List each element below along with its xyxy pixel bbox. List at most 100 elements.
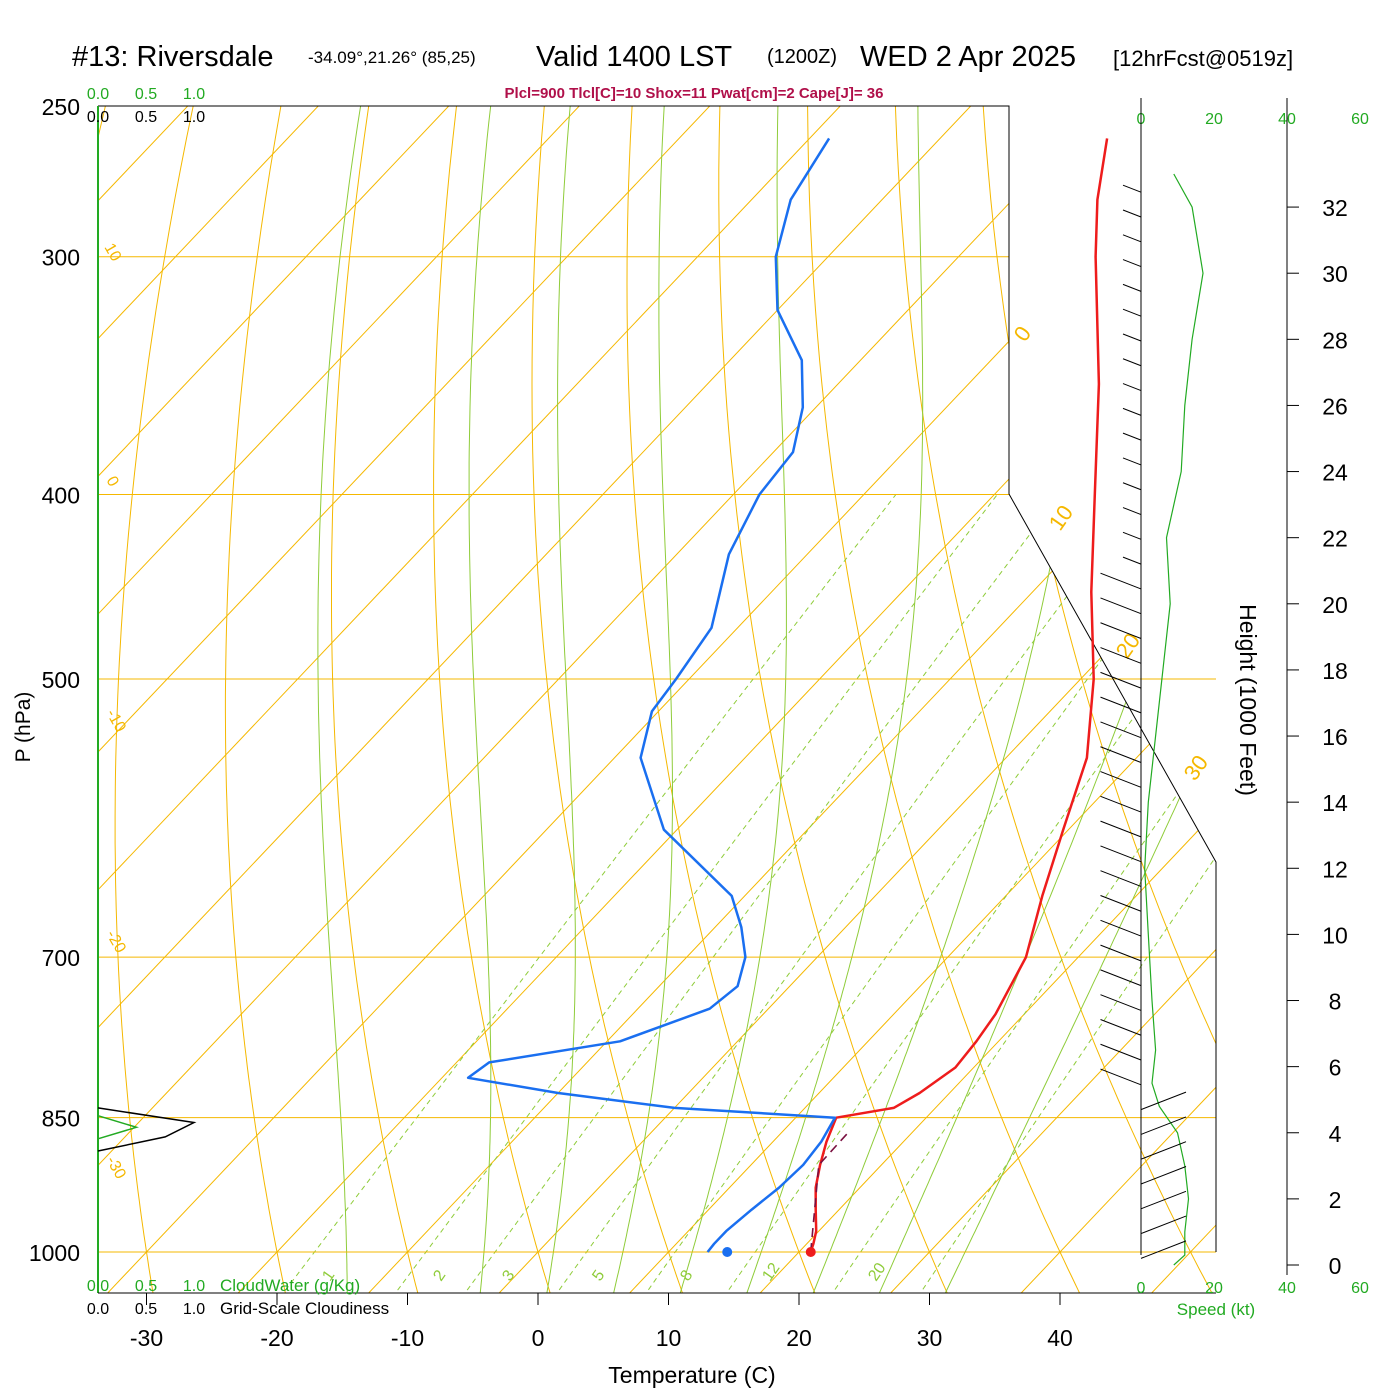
pressure-tick-label: 250 (42, 94, 80, 120)
skewt-grid: 1 2 3 5 8 12 200102030100-10-20-30250300400500… (29, 86, 1348, 1351)
isotherm-label: 0 (103, 474, 122, 490)
wind-speed-profile (1144, 173, 1204, 1266)
isotherm-line (1003, 106, 1216, 1293)
valid-date: WED 2 Apr 2025 (860, 41, 1076, 73)
isotherm-line (350, 106, 1216, 1293)
wind-barb (1100, 919, 1142, 937)
zulu-time: (1200Z) (767, 46, 837, 68)
wind-barb (1100, 696, 1142, 714)
dry-adiabat-line (331, 106, 425, 1293)
sounding-profiles (466, 137, 1109, 1257)
wind-barb (1122, 531, 1142, 540)
mixing-ratio-label: 12 (759, 1260, 783, 1284)
dry-adiabat-line (980, 106, 1216, 1293)
isotherm-line (98, 106, 873, 1293)
temperature-tick-label: -30 (130, 1325, 163, 1351)
plot-area (98, 106, 1216, 1293)
moist-adiabat-line (738, 106, 924, 1293)
wind-barb (1140, 1190, 1187, 1210)
forecast-info: [12hrFcst@0519z] (1113, 46, 1293, 71)
wind-barb (1100, 572, 1142, 590)
height-tick-label: 2 (1329, 1187, 1342, 1213)
cloud-water-tick-bottom: 1.0 (183, 1278, 205, 1295)
pressure-tick-label: 500 (42, 667, 80, 693)
mixing-ratio-line (381, 494, 998, 1293)
wind-speed-tick-label: 60 (1351, 111, 1369, 128)
isotherm-line (98, 106, 1216, 1293)
height-tick-label: 16 (1322, 724, 1348, 750)
valid-time: Valid 1400 LST (536, 41, 732, 73)
cloud-water-tick-top: 0.5 (135, 86, 157, 103)
cloud-water-tick-bottom: 0.0 (87, 1278, 109, 1295)
mixing-ratio-line (268, 494, 897, 1293)
wind-barb (1100, 771, 1142, 788)
height-tick-label: 20 (1322, 592, 1348, 618)
wind-barb (1140, 1215, 1187, 1235)
cloudiness-tick-top: 1.0 (183, 109, 205, 126)
wind-barb (1140, 1240, 1187, 1259)
plot-frame (98, 105, 1217, 1252)
wind-barb (1100, 647, 1142, 664)
isotherm-line (1133, 106, 1216, 1293)
pressure-tick-label: 1000 (29, 1240, 80, 1266)
cloudiness-tick-top: 0.0 (87, 109, 109, 126)
pressure-axis-title: P (hPa) (12, 692, 35, 763)
wind-barb (1140, 1141, 1187, 1160)
wind-speed-tick-label: 60 (1351, 1280, 1369, 1297)
wind-barb (1122, 184, 1142, 193)
dry-adiabat-line (1067, 106, 1216, 1293)
mixing-ratio-line (819, 494, 1216, 1293)
wind-barb (1122, 308, 1142, 317)
height-tick-label: 12 (1322, 856, 1348, 882)
wind-speed-tick-label: 20 (1205, 1280, 1223, 1297)
wind-barb (1122, 259, 1142, 268)
dry-adiabat-line (718, 106, 958, 1293)
height-tick-label: 22 (1322, 526, 1348, 552)
wind-barb (1140, 1091, 1187, 1111)
mixing-ratio-line (632, 494, 1216, 1293)
isotherm-line (98, 106, 612, 1293)
wind-barb (1122, 556, 1142, 565)
dry-adiabat-line (531, 106, 691, 1293)
wind-barb (1122, 507, 1142, 516)
cloud-water-profile (97, 1114, 140, 1140)
wind-speed-tick-label: 20 (1205, 111, 1223, 128)
wind-speed-tick-label: 40 (1278, 111, 1296, 128)
moist-adiabat-line (673, 106, 787, 1293)
height-tick-label: 4 (1329, 1121, 1342, 1147)
wind-barb (1122, 432, 1142, 441)
isotherm-line (98, 106, 1004, 1293)
mixing-ratio-label: 3 (499, 1267, 518, 1284)
temperature-tick-label: 0 (532, 1325, 545, 1351)
isotherm-label: 0 (1009, 321, 1037, 345)
wind-barb (1100, 969, 1142, 987)
pressure-tick-label: 300 (42, 245, 80, 271)
wind-barb (1122, 283, 1142, 292)
pressure-tick-label: 850 (42, 1106, 80, 1132)
wind-barb (1140, 1116, 1187, 1135)
height-tick-label: 0 (1329, 1253, 1342, 1279)
moist-adiabat-line (934, 106, 1216, 1293)
temperature-axis-title: Temperature (C) (608, 1362, 775, 1388)
cloudiness-profile (97, 1107, 197, 1152)
isotherm-line (98, 106, 743, 1293)
moist-adiabat-line (468, 106, 496, 1293)
dry-adiabat-line (807, 106, 1092, 1293)
isotherm-label: 10 (101, 241, 125, 265)
dry-adiabat-line (114, 106, 201, 1293)
temperature-tick-label: 30 (917, 1325, 943, 1351)
temperature-profile (809, 138, 1109, 1253)
temperature-tick-label: -20 (260, 1325, 293, 1351)
pressure-tick-label: 400 (42, 483, 80, 509)
isotherm-line (611, 106, 1216, 1293)
wind-barb (1122, 407, 1142, 416)
wind-barb (1100, 597, 1142, 615)
dewpoint-profile (466, 137, 837, 1253)
dry-adiabat-line (626, 106, 825, 1293)
wind-barb (1100, 746, 1142, 763)
wind-barb (1100, 994, 1142, 1011)
wind-barb (1140, 1166, 1187, 1185)
wind-barb (1122, 482, 1142, 491)
wind-barb (1100, 1068, 1142, 1086)
